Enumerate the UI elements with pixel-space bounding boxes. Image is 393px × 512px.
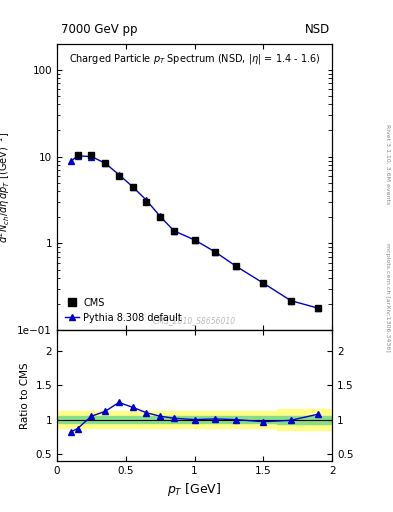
Text: NSD: NSD (305, 23, 330, 36)
Y-axis label: Ratio to CMS: Ratio to CMS (20, 362, 30, 429)
Text: 7000 GeV pp: 7000 GeV pp (61, 23, 138, 36)
X-axis label: $p_T$ [GeV]: $p_T$ [GeV] (167, 481, 222, 498)
Text: Charged Particle $p_T$ Spectrum (NSD, $|\eta|$ = 1.4 - 1.6): Charged Particle $p_T$ Spectrum (NSD, $|… (69, 52, 320, 66)
Legend: CMS, Pythia 8.308 default: CMS, Pythia 8.308 default (62, 295, 185, 326)
Text: mcplots.cern.ch [arXiv:1306.3436]: mcplots.cern.ch [arXiv:1306.3436] (385, 243, 390, 351)
Text: Rivet 3.1.10, 3.6M events: Rivet 3.1.10, 3.6M events (385, 124, 390, 204)
Y-axis label: $d^2N_{ch}/d\eta\, dp_T$ [(GeV)$^{-1}$]: $d^2N_{ch}/d\eta\, dp_T$ [(GeV)$^{-1}$] (0, 131, 12, 243)
Text: CMS_2010_S8656010: CMS_2010_S8656010 (153, 316, 236, 325)
